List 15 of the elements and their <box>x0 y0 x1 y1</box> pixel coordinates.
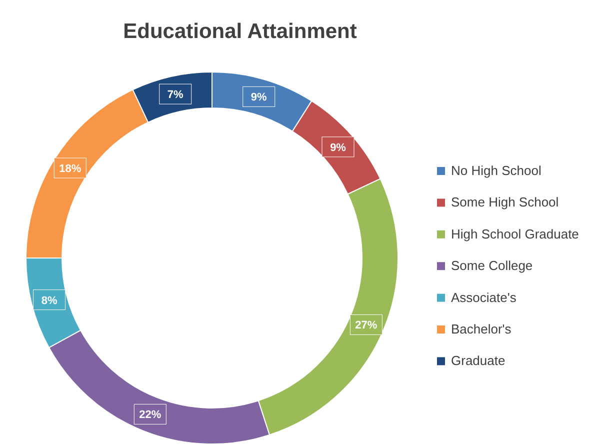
legend-label: Graduate <box>451 353 506 368</box>
legend-label: High School Graduate <box>451 226 579 242</box>
data-label: 22% <box>139 409 162 422</box>
data-label: 27% <box>355 320 378 332</box>
data-label: 9% <box>330 142 346 154</box>
data-label: 18% <box>59 162 82 175</box>
legend-label: Associate's <box>451 290 517 305</box>
chart-title: Educational Attainment <box>123 20 357 43</box>
legend-label: Bachelor's <box>451 322 512 336</box>
legend-label: No High School <box>451 163 542 178</box>
data-label: 7% <box>167 89 184 102</box>
data-label: 8% <box>41 294 58 307</box>
data-label: 9% <box>250 92 268 104</box>
legend-label: Some High School <box>451 194 559 210</box>
legend-label: Some College <box>451 258 533 274</box>
